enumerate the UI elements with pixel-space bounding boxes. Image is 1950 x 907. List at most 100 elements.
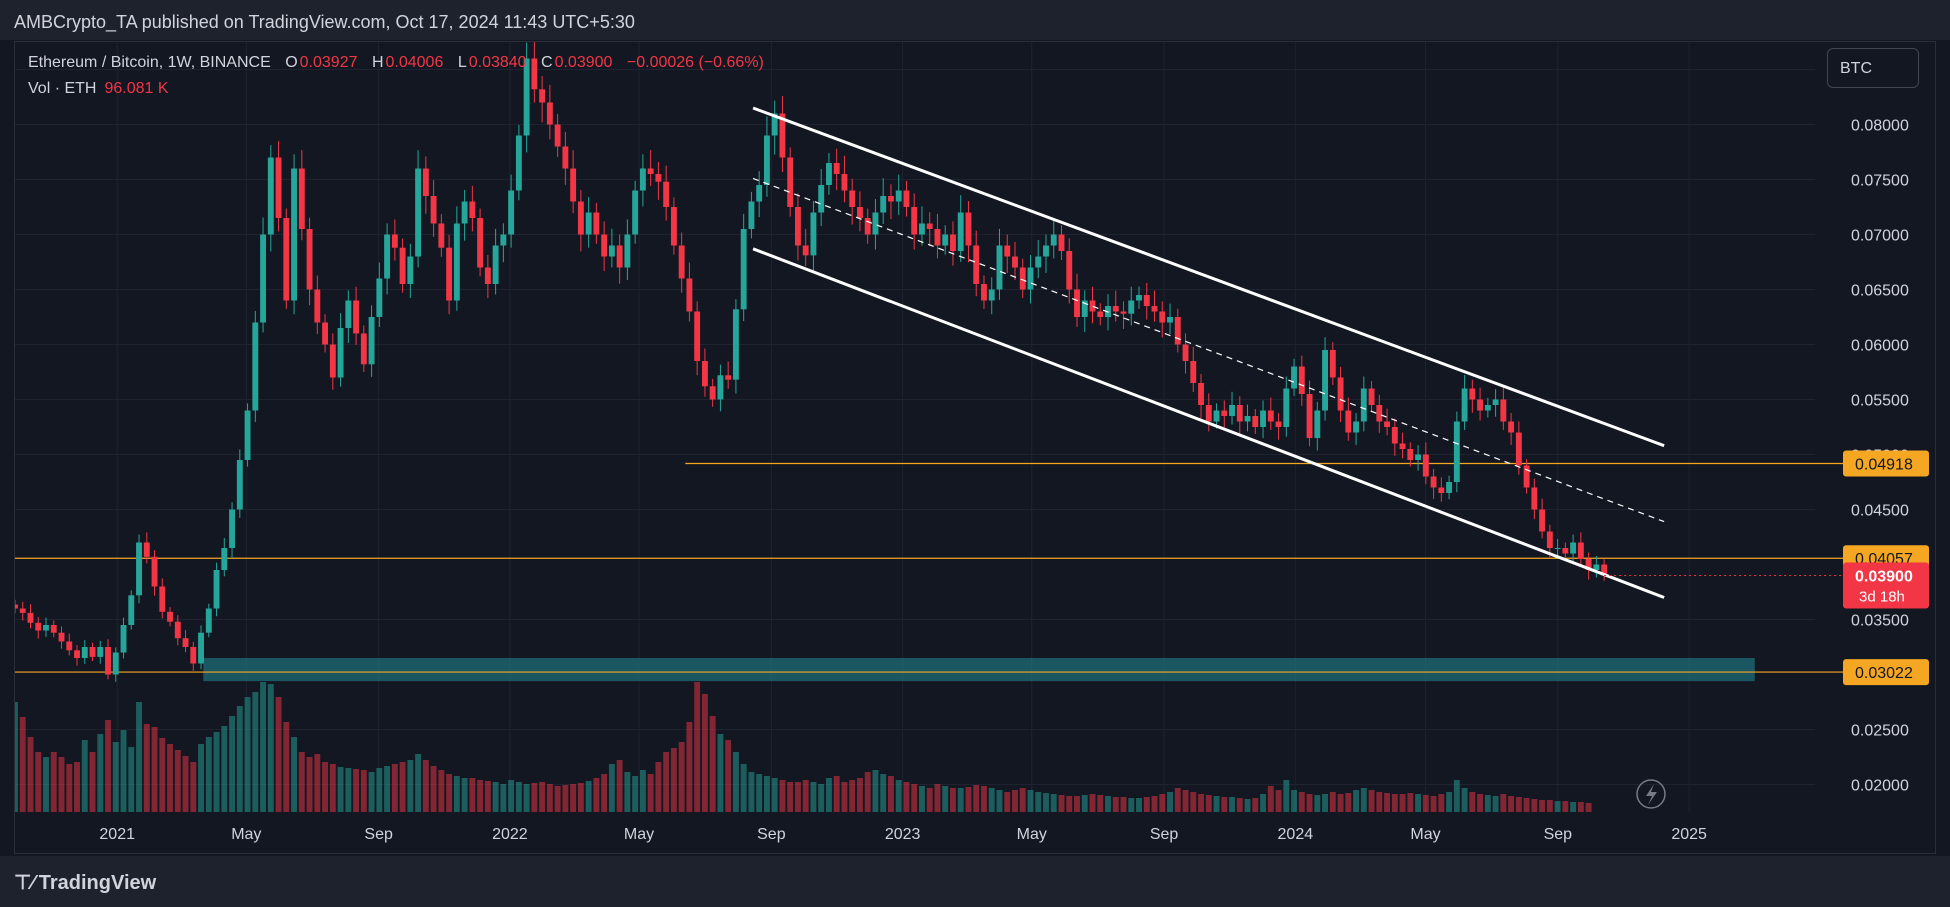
volume-bar [1190,792,1197,812]
candle-body [81,647,88,658]
candle-body [973,245,980,284]
time-tick-label: May [231,826,261,843]
volume-bar [182,756,189,812]
candle-body [663,181,670,207]
candle-body [43,625,49,631]
candle-body [701,361,708,387]
candle-body [624,234,631,268]
chart-area[interactable]: 0.085000.080000.075000.070000.065000.060… [14,41,1936,854]
candle-body [1593,564,1600,570]
candle-body [360,333,367,365]
volume-bar [422,760,429,812]
volume-bar [639,770,646,812]
volume-bar [1182,790,1189,812]
volume-bar [252,692,259,812]
volume-bar [678,742,685,812]
candle-body [539,89,546,103]
volume-bar [965,787,972,812]
volume-bar [74,762,80,812]
volume-bar [143,724,150,812]
candle-body [1205,405,1212,422]
volume-bar [1058,795,1065,812]
volume-bar [136,702,142,812]
volume-bar [1314,795,1321,812]
volume-bar [1097,795,1104,812]
volume-bar [1577,802,1584,812]
volume-bar [825,778,832,812]
candle-body [508,190,515,235]
volume-bar [670,748,677,812]
volume-bar [562,785,569,812]
candle-body [1260,410,1266,427]
time-tick-label: 2022 [492,826,528,843]
volume-bar [198,744,204,812]
candle-body [198,632,204,664]
volume-bar [376,768,383,812]
candle-body [694,311,701,361]
price-tick-label: 0.07000 [1851,228,1909,245]
candle-body [1461,388,1468,422]
footer-bar: ⊤⁄ TradingView [0,856,1950,907]
candle-body [810,212,817,256]
time-tick-label: Sep [364,826,393,843]
candle-body [1298,366,1305,394]
volume-bar [492,782,499,812]
volume-bar [888,776,894,812]
volume-bar [1469,792,1476,812]
volume-bar [1004,792,1011,812]
volume-bar [19,717,26,812]
volume-bar [585,781,592,812]
candle-body [709,386,716,400]
candle-body [244,410,251,460]
volume-bar [593,778,600,812]
candle-body [1213,410,1220,422]
volume-bar [1174,788,1181,812]
candle-body [1399,443,1406,449]
volume-bar [1391,794,1398,812]
volume-bar [1415,794,1422,812]
volume-bar [1515,797,1522,812]
lightning-icon[interactable] [1636,779,1666,809]
candle-body [1190,361,1197,383]
volume-bar [1283,780,1290,812]
candle-body [329,344,336,378]
volume-bar [1546,800,1553,812]
price-chart[interactable]: 0.085000.080000.075000.070000.065000.060… [15,42,1935,853]
volume-bar [1430,796,1437,812]
volume-bar [1244,799,1251,812]
high-value: 0.04006 [385,54,444,71]
candle-body [740,229,747,310]
volume-bar [1539,800,1546,812]
volume-bar [221,726,228,812]
candle-body [1275,421,1282,427]
candle-body [608,245,615,257]
volume-bar [151,727,158,812]
candle-body [1058,234,1065,251]
candle-body [763,135,770,185]
time-tick-label: Sep [1544,826,1573,843]
volume-bar [686,722,693,812]
candle-body [159,586,166,612]
volume-bar [1353,790,1360,812]
price-tick-label: 0.06000 [1851,338,1909,355]
volume-bar [1205,795,1212,812]
candle-body [570,168,577,202]
candle-body [794,207,801,246]
channel-upper-line [752,106,1665,448]
volume-bar [1438,794,1445,812]
candle-body [857,207,863,218]
candle-body [1143,295,1150,306]
brand-text: TradingView [38,872,157,894]
volume-bar [624,772,631,812]
tradingview-brand[interactable]: ⊤⁄ TradingView [14,870,156,895]
candle-body [477,218,484,268]
candle-body [523,58,530,136]
volume-bar [756,774,763,812]
candle-body [500,234,507,246]
candle-body [345,300,352,328]
candle-body [399,247,406,284]
currency-button[interactable]: BTC [1827,48,1919,88]
volume-bar [1422,795,1429,812]
volume-bar [523,784,530,812]
volume-bar [694,682,701,812]
